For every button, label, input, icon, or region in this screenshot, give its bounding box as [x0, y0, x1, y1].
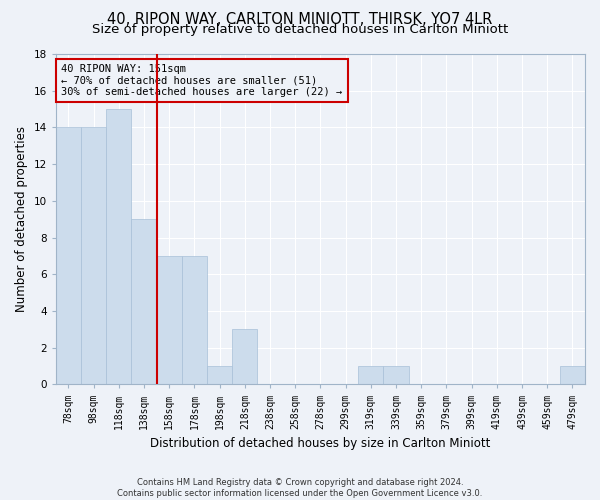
Bar: [358, 366, 383, 384]
Bar: [56, 128, 81, 384]
Bar: [131, 219, 157, 384]
X-axis label: Distribution of detached houses by size in Carlton Miniott: Distribution of detached houses by size …: [150, 437, 491, 450]
Text: Contains HM Land Registry data © Crown copyright and database right 2024.
Contai: Contains HM Land Registry data © Crown c…: [118, 478, 482, 498]
Bar: [157, 256, 182, 384]
Text: Size of property relative to detached houses in Carlton Miniott: Size of property relative to detached ho…: [92, 22, 508, 36]
Y-axis label: Number of detached properties: Number of detached properties: [15, 126, 28, 312]
Text: 40, RIPON WAY, CARLTON MINIOTT, THIRSK, YO7 4LR: 40, RIPON WAY, CARLTON MINIOTT, THIRSK, …: [107, 12, 493, 28]
Text: 40 RIPON WAY: 151sqm
← 70% of detached houses are smaller (51)
30% of semi-detac: 40 RIPON WAY: 151sqm ← 70% of detached h…: [61, 64, 343, 97]
Bar: [560, 366, 585, 384]
Bar: [106, 109, 131, 384]
Bar: [383, 366, 409, 384]
Bar: [207, 366, 232, 384]
Bar: [232, 330, 257, 384]
Bar: [182, 256, 207, 384]
Bar: [81, 128, 106, 384]
